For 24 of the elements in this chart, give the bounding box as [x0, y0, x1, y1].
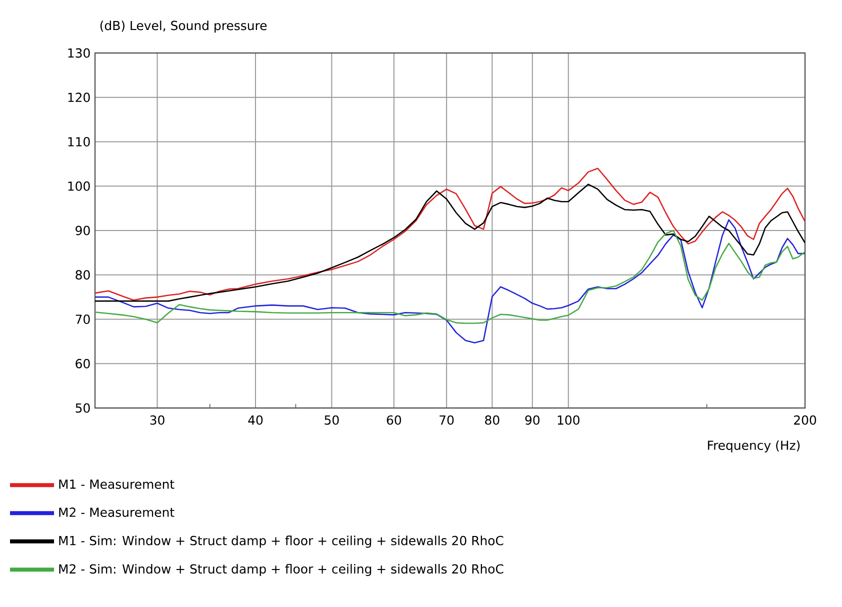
legend-label: M2 - Sim: Window + Struct damp + floor + ceiling + sidewalls 20 RhoC [59, 564, 504, 576]
x-tick-label: 80 [485, 415, 500, 425]
x-tick-label: 100 [558, 415, 580, 425]
y-tick-label: 110 [68, 137, 90, 146]
x-tick-label: 30 [150, 415, 164, 425]
y-tick-label: 80 [76, 270, 90, 280]
y-tick-label: 130 [68, 48, 90, 58]
x-axis-title: Frequency (Hz) [708, 440, 800, 452]
y-tick-label: 120 [68, 92, 90, 102]
y-tick-label: 60 [76, 358, 90, 368]
x-tick-label: 50 [324, 415, 339, 425]
x-tick-label: 90 [525, 415, 540, 425]
x-tick-label: 200 [794, 415, 816, 425]
y-tick-label: 70 [76, 314, 90, 324]
legend-label: M2 - Measurement [59, 508, 174, 517]
x-tick-label: 40 [248, 415, 263, 425]
legend-label: M1 - Sim: Window + Struct damp + floor + ceiling + sidewalls 20 RhoC [59, 536, 504, 548]
y-tick-label: 90 [76, 226, 90, 236]
y-tick-label: 100 [68, 181, 90, 191]
y-axis-title: (dB) Level, Sound pressure [100, 20, 267, 33]
legend-label: M1 - Measurement [59, 480, 174, 489]
y-tick-label: 50 [76, 403, 90, 413]
x-tick-label: 60 [386, 415, 402, 425]
x-tick-label: 70 [440, 415, 454, 425]
